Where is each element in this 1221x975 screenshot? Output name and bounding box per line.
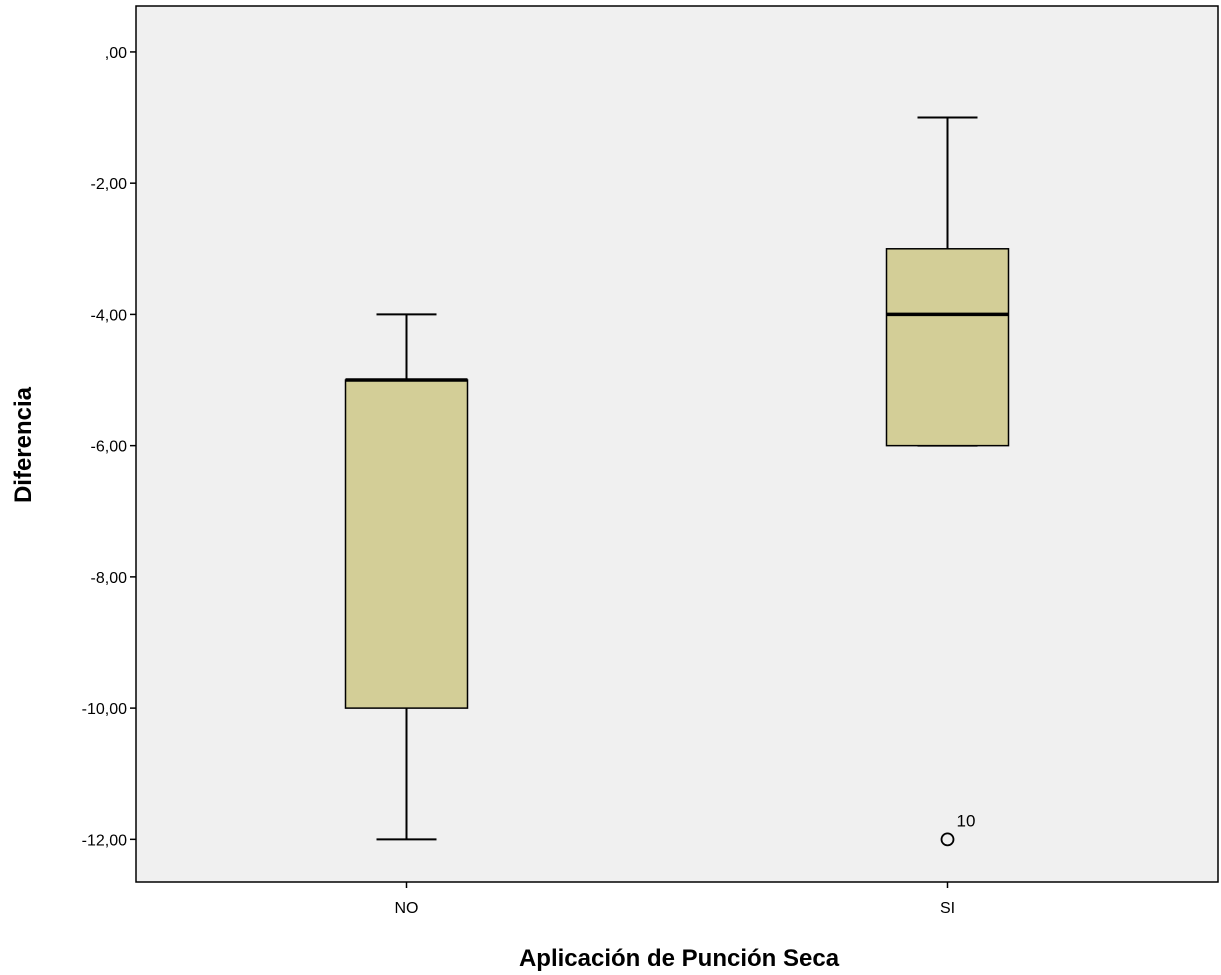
y-tick-label: ,00 [105, 45, 127, 62]
y-tick-label: -6,00 [91, 439, 128, 456]
outlier-point [940, 832, 955, 847]
x-tick-label: NO [395, 900, 419, 917]
box-si: 10 [885, 116, 1010, 847]
boxes-layer: 10 [344, 116, 1010, 847]
y-tick-label: -12,00 [82, 832, 127, 849]
outlier-label: 10 [957, 811, 976, 830]
box-no [344, 313, 469, 841]
y-tick-label: -4,00 [91, 307, 128, 324]
plot-area [135, 5, 1219, 883]
box-iqr [344, 379, 469, 709]
x-axis: NO SI [395, 882, 955, 917]
y-tick-label: -10,00 [82, 701, 127, 718]
y-tick-label: -8,00 [91, 570, 128, 587]
box-iqr [885, 248, 1010, 447]
x-axis-title: Aplicación de Punción Seca [519, 945, 840, 972]
y-axis: ,00 -2,00 -4,00 -6,00 -8,00 -10,00 -12,00 [82, 45, 136, 849]
x-tick-label: SI [940, 900, 955, 917]
y-tick-label: -2,00 [91, 176, 128, 193]
y-axis-title: Diferencia [10, 386, 37, 503]
